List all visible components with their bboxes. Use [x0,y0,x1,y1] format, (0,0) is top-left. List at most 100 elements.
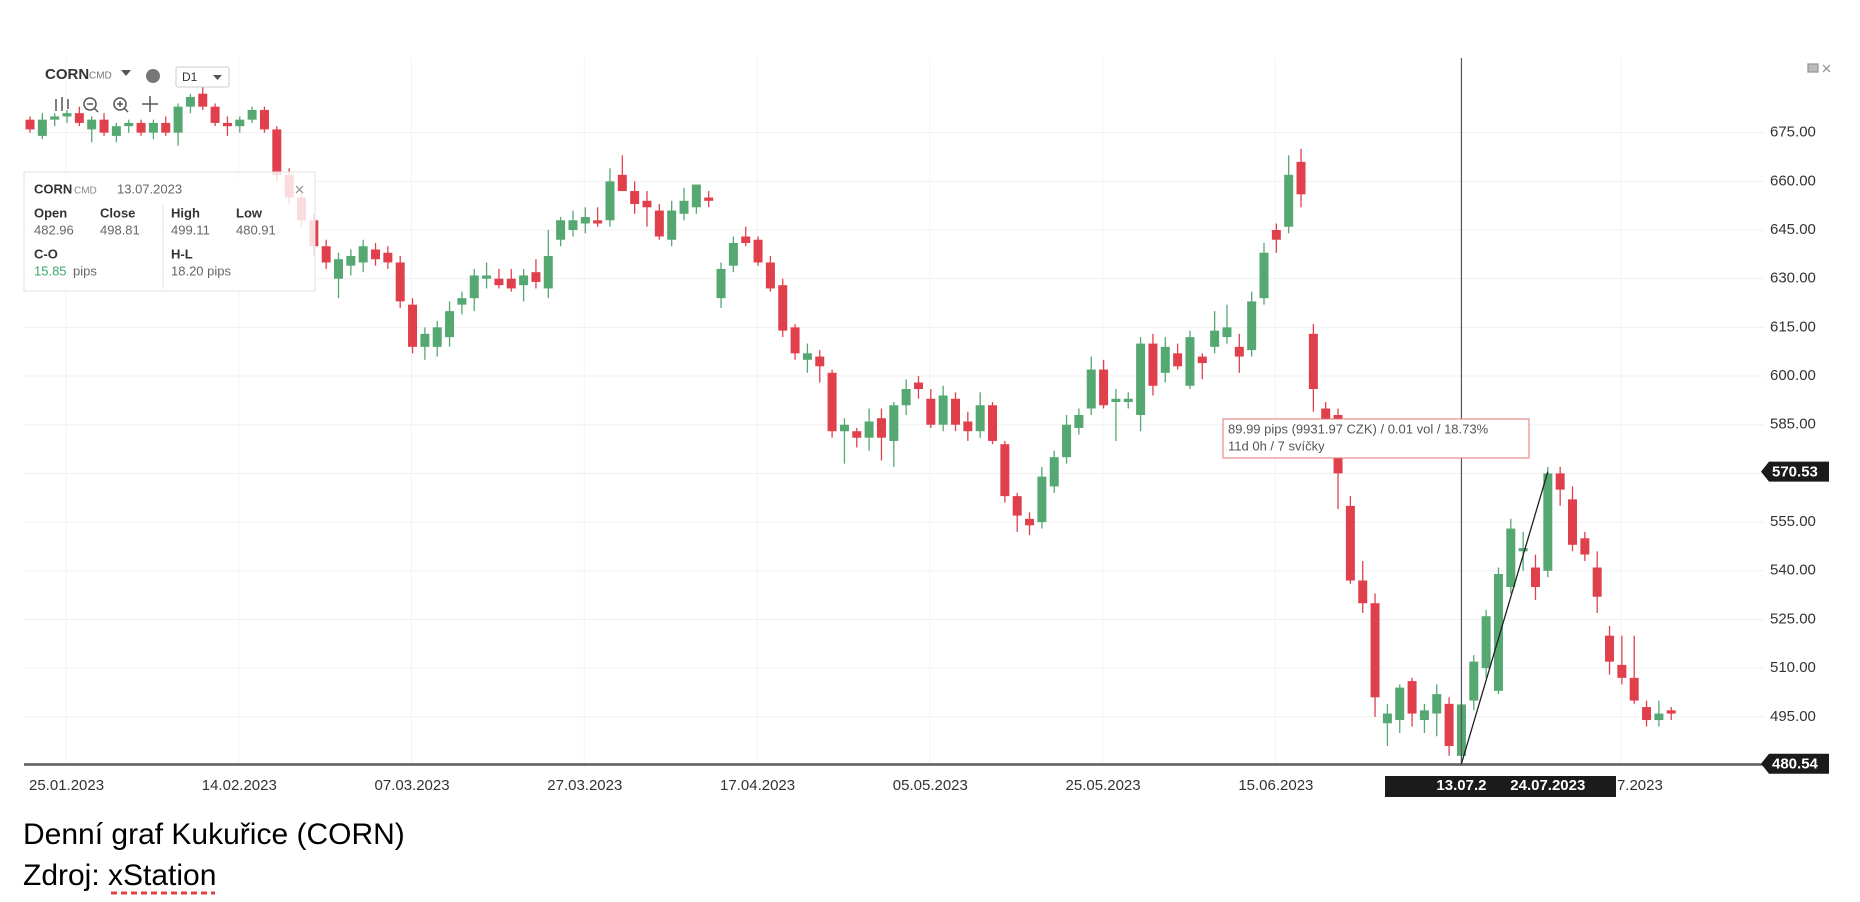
info-icon[interactable] [146,69,160,83]
y-tick-label: 540.00 [1770,562,1816,579]
candle-body [765,262,775,289]
y-tick-label: 660.00 [1770,172,1816,189]
candle-body [951,398,960,425]
window-icons[interactable] [1807,63,1831,73]
candle-body [482,275,492,279]
candle-body [889,405,899,441]
candle-body [173,106,183,133]
symbol-type: CMD [89,71,112,82]
candle-body [1629,677,1639,701]
candle-body [667,210,677,240]
candle-body [1358,580,1368,604]
candle-body [1543,473,1553,571]
candle-body [1185,337,1195,386]
y-tick-label: 675.00 [1770,124,1816,141]
panel-symbol-type: CMD [74,186,97,197]
candle-body [50,116,60,120]
candle-body [802,353,812,360]
candle-body [1173,353,1183,367]
y-tick-label: 600.00 [1770,367,1816,384]
candle-body [235,119,245,127]
field-label: Low [236,205,263,220]
candle-body [913,382,923,390]
measure-box: 89.99 pips (9931.97 CZK) / 0.01 vol / 18… [1222,418,1530,459]
price-marker-label: 480.54 [1772,756,1819,773]
candle-body [346,255,356,266]
candle-body [1395,687,1405,721]
candle-body [185,96,195,107]
candles [25,87,1676,763]
candle-body [1210,330,1220,347]
panel-date: 13.07.2023 [117,181,182,196]
candle-body [1049,457,1059,487]
field-value: 480.91 [236,222,276,237]
candle-body [839,424,849,432]
candle-body [37,119,47,136]
field-value: 482.96 [34,222,74,237]
candle-body [99,119,109,133]
candle-body [1481,616,1491,669]
candle-body [963,421,973,432]
h-l-value: 18.20 pips [171,263,231,278]
candle-body [630,191,640,205]
candle-body [1148,343,1158,386]
y-tick-label: 585.00 [1770,416,1816,433]
candle-body [210,106,220,123]
candle-body [1506,528,1516,587]
candle-body [1605,635,1615,662]
candle-body [111,126,121,136]
x-tick-label: 05.05.2023 [893,777,968,794]
candle-body [1568,499,1577,545]
x-tick-label: 7.2023 [1617,777,1663,794]
candle-body [494,278,504,286]
candle-body [1136,343,1146,415]
cursor-date-label: 13.07.2 [1436,777,1486,794]
candle-body [1025,518,1035,526]
candle-body [420,333,430,347]
candle-body [1259,252,1269,299]
symbol: CORN [45,66,89,83]
candle-body [87,119,97,130]
measure-duration: 11d 0h / 7 svíčky [1228,438,1325,453]
candle-body [1642,707,1652,721]
candle-body [334,259,343,279]
candle-body [136,122,146,133]
info-panel: CORN CMD 13.07.2023 Open 482.96 Close 498.8… [23,171,316,292]
dropdown-icon[interactable] [213,75,222,80]
candle-body [827,372,837,432]
measure-line [1460,471,1549,764]
candle-body [272,129,282,175]
x-tick-label: 07.03.2023 [375,777,450,794]
candle-body [938,395,948,425]
timeframe-select[interactable] [175,66,230,88]
candle-body [1062,424,1072,458]
y-tick-label: 555.00 [1770,513,1816,530]
close-icon[interactable] [295,185,304,194]
candle-body [1444,703,1454,747]
candle-body [654,210,664,237]
candle-body [753,239,763,263]
candle-body [741,236,751,243]
candle-body [1308,333,1318,390]
candle-body [1469,661,1479,701]
dropdown-icon[interactable] [121,70,131,76]
candle-body [1654,713,1664,721]
caption-source: Zdroj: xStation [23,859,216,892]
candle-body [1086,369,1096,409]
y-tick-label: 615.00 [1770,318,1816,335]
grid: 495.00510.00525.00540.00555.00570.00585.… [24,58,1816,765]
candle-body [716,268,726,299]
tool-icons[interactable] [55,96,158,113]
candle-body [395,262,405,302]
candle-body [790,327,800,354]
candle-body [161,122,171,133]
candle-body [1555,473,1565,490]
candle-body [445,311,455,338]
timeframe: D1 [182,70,198,84]
field-value: 499.11 [171,222,210,237]
y-tick-label: 495.00 [1770,708,1816,725]
candle-body [1345,505,1355,581]
candle-body [926,398,936,425]
candle-body [1407,681,1417,714]
